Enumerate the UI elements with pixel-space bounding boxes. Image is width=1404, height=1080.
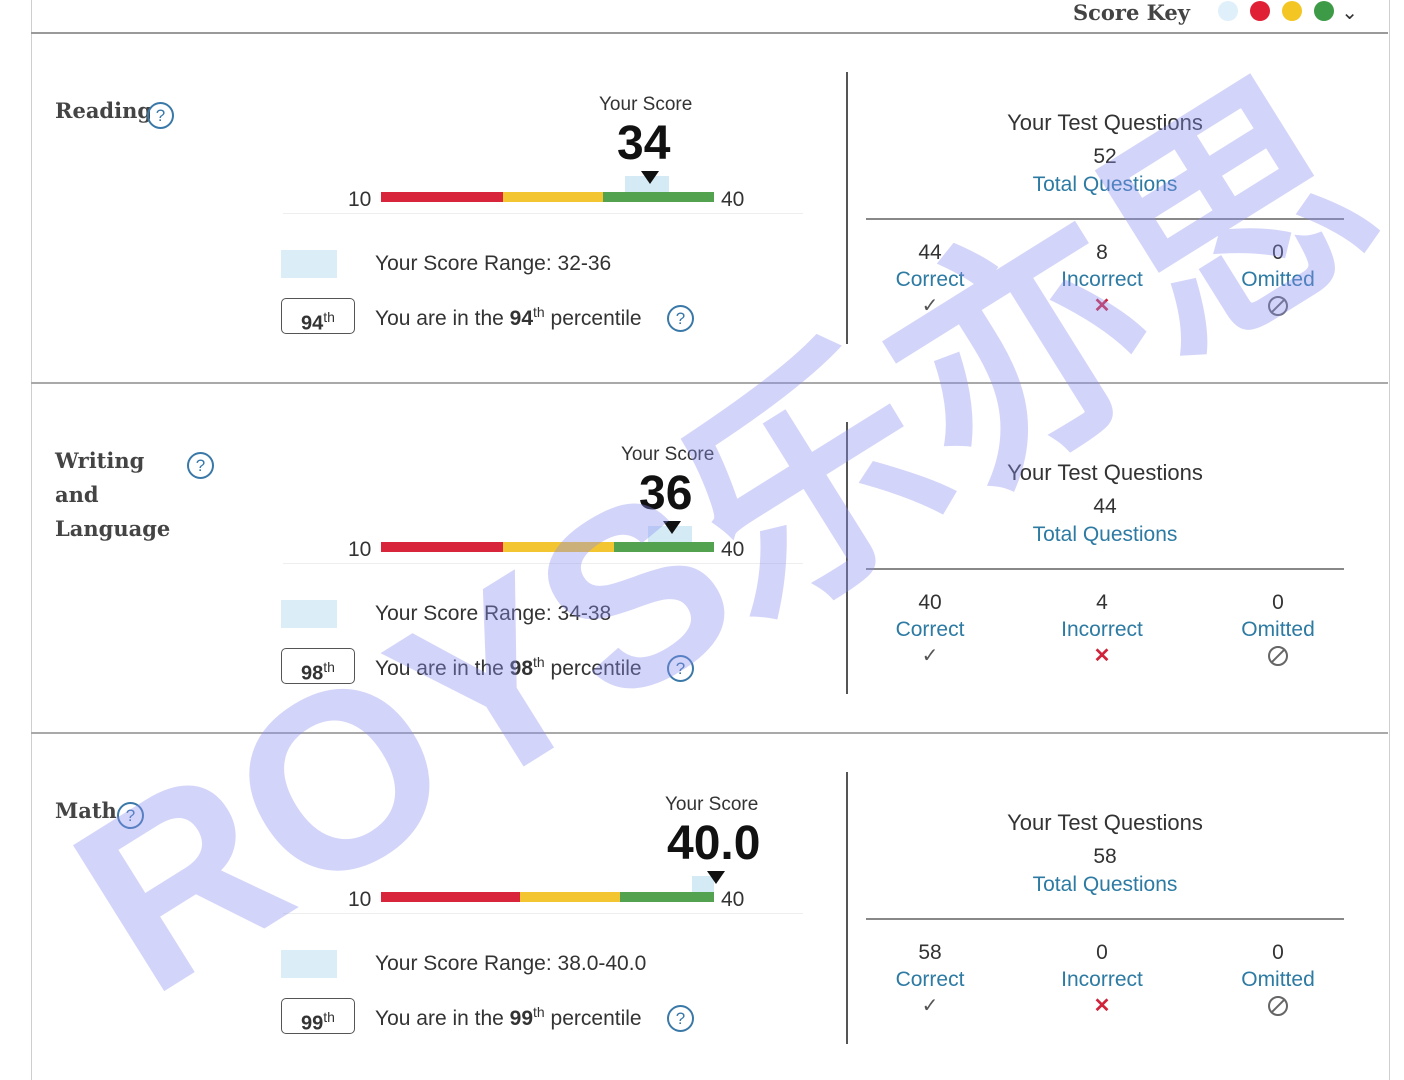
- omitted-icon: [1268, 996, 1288, 1016]
- score-key-dot-yellow: [1282, 1, 1302, 21]
- score-range-text: Your Score Range: 38.0-40.0: [375, 952, 647, 975]
- divider: [866, 918, 1344, 920]
- score-key-bar: Score Key ⌄: [31, 0, 1388, 34]
- check-icon: ✓: [921, 995, 939, 1017]
- score-pointer-icon: [641, 171, 659, 184]
- total-questions-count: 44: [1093, 495, 1117, 518]
- cross-icon: ✕: [1093, 295, 1111, 317]
- help-icon[interactable]: ?: [667, 1005, 694, 1032]
- correct-stat[interactable]: 58 Correct ✓: [850, 940, 1010, 1018]
- test-questions-title: Your Test Questions: [1007, 110, 1203, 135]
- cross-icon: ✕: [1093, 645, 1111, 667]
- section-reading: Reading ? Your Score 34 10 40 Your Score…: [31, 32, 1388, 384]
- cross-icon: ✕: [1093, 995, 1111, 1017]
- help-icon[interactable]: ?: [667, 305, 694, 332]
- vertical-divider: [846, 422, 848, 694]
- score-value: 36: [639, 467, 693, 520]
- help-icon[interactable]: ?: [187, 452, 214, 479]
- your-score-label: Your Score: [665, 794, 759, 815]
- divider: [866, 568, 1344, 570]
- percentile-badge: 94th: [281, 298, 355, 335]
- divider: [283, 563, 803, 564]
- score-key-dot-red: [1250, 1, 1270, 21]
- divider: [866, 218, 1344, 220]
- omitted-stat[interactable]: 0 Omitted: [1198, 940, 1358, 1021]
- section-title: Reading: [55, 98, 153, 123]
- percentile-badge: 99th: [281, 998, 355, 1035]
- divider: [283, 213, 803, 214]
- check-icon: ✓: [921, 645, 939, 667]
- omitted-stat[interactable]: 0 Omitted: [1198, 590, 1358, 671]
- percentile-text: You are in the 98th percentile: [375, 654, 642, 680]
- score-range-text: Your Score Range: 32-36: [375, 252, 612, 275]
- score-bar: [381, 192, 714, 202]
- bar-min-label: 10: [348, 188, 372, 211]
- omitted-icon: [1268, 646, 1288, 666]
- bar-min-label: 10: [348, 888, 372, 911]
- report-frame: [31, 0, 1390, 1080]
- omitted-stat[interactable]: 0 Omitted: [1198, 240, 1358, 321]
- incorrect-stat[interactable]: 0 Incorrect ✕: [1022, 940, 1182, 1018]
- total-questions-link[interactable]: Total Questions: [1032, 873, 1178, 896]
- correct-stat[interactable]: 44 Correct ✓: [850, 240, 1010, 318]
- incorrect-stat[interactable]: 8 Incorrect ✕: [1022, 240, 1182, 318]
- help-icon[interactable]: ?: [147, 102, 174, 129]
- score-pointer-icon: [707, 871, 725, 884]
- score-bar: [381, 892, 714, 902]
- total-questions-link[interactable]: Total Questions: [1032, 173, 1178, 196]
- vertical-divider: [846, 772, 848, 1044]
- your-score-label: Your Score: [621, 444, 715, 465]
- score-key-label: Score Key: [1072, 0, 1190, 25]
- incorrect-stat[interactable]: 4 Incorrect ✕: [1022, 590, 1182, 668]
- percentile-badge: 98th: [281, 648, 355, 685]
- score-range-text: Your Score Range: 34-38: [375, 602, 612, 625]
- divider: [283, 913, 803, 914]
- check-icon: ✓: [921, 295, 939, 317]
- percentile-text: You are in the 99th percentile: [375, 1004, 642, 1030]
- score-range-swatch: [281, 250, 337, 278]
- section-title: Math: [55, 798, 117, 823]
- percentile-text: You are in the 94th percentile: [375, 304, 642, 330]
- section-math: Math ? Your Score 40.0 10 40 Your Score …: [31, 732, 1388, 1080]
- bar-max-label: 40: [721, 888, 745, 911]
- score-value: 34: [617, 117, 671, 170]
- total-questions-count: 58: [1093, 845, 1117, 868]
- bar-max-label: 40: [721, 538, 745, 561]
- help-icon[interactable]: ?: [667, 655, 694, 682]
- score-key-dot-green: [1314, 1, 1334, 21]
- test-questions-title: Your Test Questions: [1007, 460, 1203, 485]
- total-questions-count: 52: [1093, 145, 1117, 168]
- score-range-swatch: [281, 600, 337, 628]
- correct-stat[interactable]: 40 Correct ✓: [850, 590, 1010, 668]
- score-bar: [381, 542, 714, 552]
- chevron-down-icon[interactable]: ⌄: [1341, 2, 1358, 24]
- omitted-icon: [1268, 296, 1288, 316]
- vertical-divider: [846, 72, 848, 344]
- section-title: Writing and Language: [55, 448, 171, 541]
- score-range-swatch: [281, 950, 337, 978]
- score-pointer-icon: [663, 521, 681, 534]
- bar-min-label: 10: [348, 538, 372, 561]
- section-writing-language: Writing and Language ? Your Score 36 10 …: [31, 382, 1388, 734]
- score-value: 40.0: [667, 817, 761, 870]
- test-questions-title: Your Test Questions: [1007, 810, 1203, 835]
- score-key-dot-blue: [1218, 1, 1238, 21]
- your-score-label: Your Score: [599, 94, 693, 115]
- total-questions-link[interactable]: Total Questions: [1032, 523, 1178, 546]
- bar-max-label: 40: [721, 188, 745, 211]
- help-icon[interactable]: ?: [117, 802, 144, 829]
